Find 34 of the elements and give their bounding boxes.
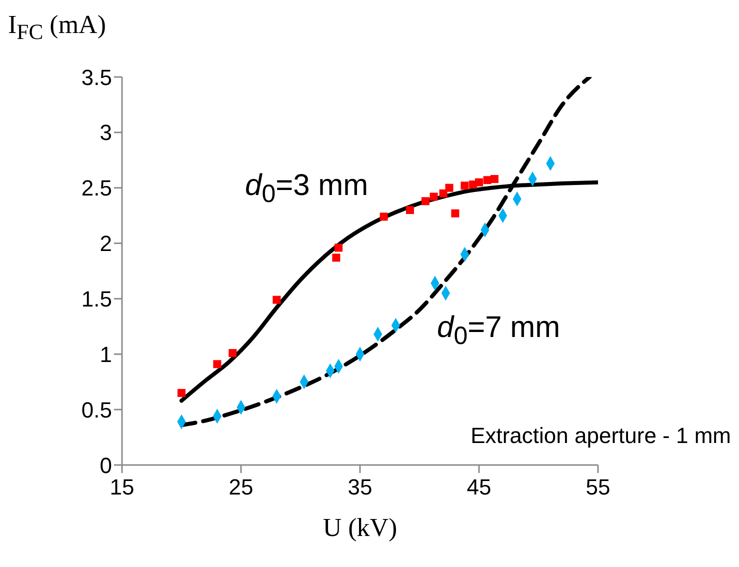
y-axis-title: I$_{FC}$ (mA) [8,10,106,46]
point [334,244,343,252]
x-tick-label: 35 [348,474,372,500]
point [490,174,498,183]
annotation: Extraction aperture - 1 mm [470,423,731,450]
point [451,209,460,218]
point [272,296,281,304]
y-tick-label: 2.5 [81,176,112,201]
point [406,206,414,214]
y-tick-label: 0.5 [81,397,112,422]
y-tick-label: 0 [100,452,112,478]
y-tick-label: 1 [100,342,112,367]
y-tick-label: 1.5 [81,286,112,312]
annotation: d$_{0}$=7 mm [437,311,560,350]
point [213,360,222,368]
point [380,212,388,221]
point [421,197,430,206]
x-tick-label: 45 [466,474,492,500]
x-axis-title: U (kV) [322,513,398,543]
x-tick-label: 25 [228,474,254,500]
point [430,192,438,201]
x-tick-label: 55 [586,474,610,500]
point [445,184,454,192]
point [439,189,448,198]
point [475,178,483,186]
point [332,254,340,262]
y-tick-label: 3 [100,120,112,146]
y-tick-label: 3.5 [81,64,112,90]
x-tick-label: 15 [110,474,134,500]
y-tick-label: 2 [100,231,112,256]
point [228,349,237,358]
point [460,182,469,190]
point [178,388,186,397]
annotation: d$_{0}$=3 mm [245,169,368,208]
